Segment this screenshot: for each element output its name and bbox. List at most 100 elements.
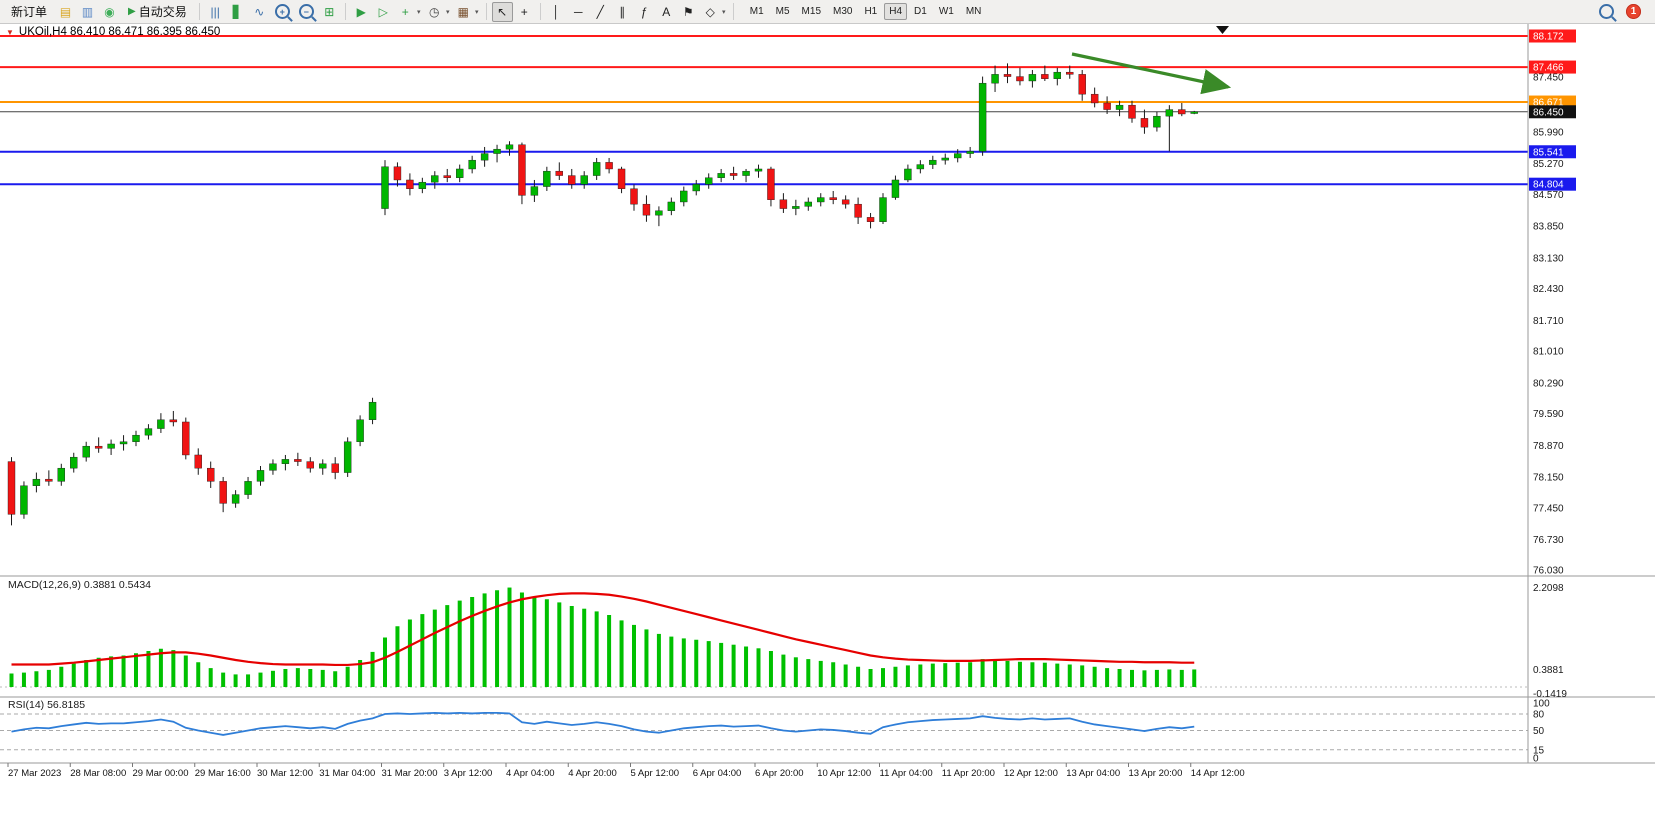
svg-text:4 Apr 04:00: 4 Apr 04:00: [506, 768, 555, 779]
time-axis[interactable]: 27 Mar 2023 28 Mar 08:00 29 Mar 00:00 29 Ma…: [7, 763, 1245, 779]
notification-badge[interactable]: 1: [1626, 4, 1641, 19]
channel-icon[interactable]: ∥: [619, 4, 626, 19]
svg-text:86.671: 86.671: [1533, 98, 1564, 109]
zoom-out-icon[interactable]: −: [298, 4, 314, 19]
svg-text:80: 80: [1533, 710, 1545, 721]
svg-text:85.270: 85.270: [1533, 159, 1564, 170]
timeframe-button-M5[interactable]: M5: [775, 6, 790, 17]
zoom-in-icon[interactable]: +: [274, 4, 290, 19]
bar-chart-icon[interactable]: |||: [210, 4, 220, 19]
svg-text:76.730: 76.730: [1533, 535, 1564, 546]
chart-title: ▼ UKOil,H4 86.410 86.471 86.395 86.450: [6, 26, 220, 38]
shapes-icon[interactable]: ◇: [705, 4, 715, 19]
text-label-icon[interactable]: ⚑: [682, 4, 694, 19]
svg-text:81.710: 81.710: [1533, 316, 1564, 327]
svg-text:11 Apr 04:00: 11 Apr 04:00: [880, 768, 933, 779]
svg-text:83.850: 83.850: [1533, 222, 1564, 233]
timeframe-button-H1[interactable]: H1: [864, 6, 878, 17]
line-chart-icon[interactable]: ∿: [254, 4, 265, 19]
macd-label: MACD(12,26,9) 0.3881 0.5434: [8, 579, 152, 591]
price-axis[interactable]: 87.450 85.990 85.270 84.570 83.850 83.130 82.4…: [1529, 29, 1576, 765]
trendline-icon[interactable]: ╱: [596, 4, 604, 19]
vertical-line-icon[interactable]: │: [552, 4, 560, 19]
svg-text:12 Apr 12:00: 12 Apr 12:00: [1004, 768, 1058, 779]
svg-text:10 Apr 12:00: 10 Apr 12:00: [817, 768, 871, 779]
autotrade-icon: ▶: [128, 6, 136, 17]
dropdown-caret-icon[interactable]: ▾: [416, 8, 421, 16]
chart-shift-icon[interactable]: ▷: [378, 4, 388, 19]
trend-arrow-annotation[interactable]: [1071, 52, 1232, 95]
svg-text:100: 100: [1533, 699, 1550, 710]
text-icon[interactable]: A: [662, 4, 671, 19]
svg-text:31 Mar 04:00: 31 Mar 04:00: [319, 768, 375, 779]
chart-plot-area[interactable]: [0, 24, 1528, 576]
rsi-label: RSI(14) 56.8185: [8, 699, 86, 711]
autotrade-button[interactable]: ▶ 自动交易: [128, 5, 187, 19]
new-order-button[interactable]: 新订单: [11, 5, 48, 19]
dropdown-caret-icon[interactable]: ▾: [445, 8, 450, 16]
timeframe-group: M1 M5 M15 M30 H1 H4 D1 W1 MN: [745, 3, 987, 20]
profiles-icon[interactable]: ▥: [81, 4, 94, 19]
svg-text:78.150: 78.150: [1533, 472, 1564, 483]
horizontal-line-icon[interactable]: ─: [573, 4, 583, 19]
toolbar-separator: [539, 3, 541, 20]
data-window-icon[interactable]: ◉: [104, 4, 115, 19]
periods-icon[interactable]: ◷: [428, 4, 440, 19]
timeframe-button-M1[interactable]: M1: [749, 6, 764, 17]
candlestick-chart-icon[interactable]: ▋: [232, 4, 242, 19]
svg-text:0.3881: 0.3881: [1533, 665, 1564, 676]
cursor-icon[interactable]: ↖: [491, 1, 513, 22]
search-icon[interactable]: [1599, 4, 1614, 19]
timeframe-button-D1[interactable]: D1: [914, 6, 927, 17]
price-lines[interactable]: [0, 35, 1528, 186]
crosshair-icon[interactable]: +: [520, 4, 528, 19]
dropdown-caret-icon[interactable]: ▾: [721, 8, 726, 16]
svg-text:87.450: 87.450: [1533, 73, 1564, 84]
tile-windows-icon[interactable]: ⊞: [324, 4, 335, 19]
toolbar: 新订单 ▤ ▥ ◉ ▶ 自动交易 ||| ▋ ∿ + − ⊞ ▶ ▷ + ▾ ◷ ▾ ▦ ▾ ↖ + │ ─ ╱ ∥ ƒ A ⚑ ◇ ▾ M1…: [0, 0, 1655, 24]
svg-text:84.570: 84.570: [1533, 190, 1564, 201]
svg-text:31 Mar 20:00: 31 Mar 20:00: [382, 768, 438, 779]
svg-text:81.010: 81.010: [1533, 347, 1564, 358]
svg-text:77.450: 77.450: [1533, 503, 1564, 514]
candlesticks: [7, 63, 1198, 526]
svg-text:15: 15: [1533, 745, 1545, 756]
svg-text:80.290: 80.290: [1533, 378, 1564, 389]
dropdown-caret-icon[interactable]: ▾: [474, 8, 479, 16]
svg-text:79.590: 79.590: [1533, 409, 1564, 420]
svg-text:50: 50: [1533, 726, 1545, 737]
timeframe-button-M30[interactable]: M30: [833, 6, 853, 17]
svg-text:14 Apr 12:00: 14 Apr 12:00: [1191, 768, 1245, 779]
timeframe-button-M15[interactable]: M15: [801, 6, 821, 17]
toolbar-separator: [485, 3, 487, 20]
timeframe-button-W1[interactable]: W1: [938, 6, 954, 17]
charts-icon[interactable]: ▤: [59, 4, 72, 19]
svg-text:29 Mar 00:00: 29 Mar 00:00: [133, 768, 189, 779]
chart-window-icon[interactable]: ▼: [6, 27, 14, 37]
indicators-icon[interactable]: +: [401, 4, 409, 19]
fibonacci-icon[interactable]: ƒ: [640, 4, 648, 19]
svg-text:-0.1419: -0.1419: [1533, 689, 1567, 700]
svg-text:88.172: 88.172: [1533, 32, 1564, 43]
svg-text:30 Mar 12:00: 30 Mar 12:00: [257, 768, 313, 779]
svg-text:87.466: 87.466: [1533, 63, 1564, 74]
auto-scroll-icon[interactable]: ▶: [356, 4, 366, 19]
templates-icon[interactable]: ▦: [457, 4, 469, 19]
svg-text:28 Mar 08:00: 28 Mar 08:00: [70, 768, 126, 779]
svg-text:11 Apr 20:00: 11 Apr 20:00: [942, 768, 995, 779]
svg-text:84.804: 84.804: [1533, 180, 1564, 191]
svg-text:85.541: 85.541: [1533, 147, 1564, 158]
chart-shift-marker[interactable]: [1216, 26, 1229, 34]
svg-text:13 Apr 04:00: 13 Apr 04:00: [1066, 768, 1120, 779]
svg-text:76.030: 76.030: [1533, 566, 1564, 577]
macd-panel: [0, 587, 1528, 688]
toolbar-separator: [732, 3, 734, 20]
timeframe-button-H4[interactable]: H4: [884, 3, 908, 20]
svg-text:2.2098: 2.2098: [1533, 583, 1564, 594]
timeframe-button-MN[interactable]: MN: [965, 6, 982, 17]
svg-text:83.130: 83.130: [1533, 253, 1564, 264]
toolbar-separator: [344, 3, 346, 20]
svg-text:27 Mar 2023: 27 Mar 2023: [8, 768, 61, 779]
